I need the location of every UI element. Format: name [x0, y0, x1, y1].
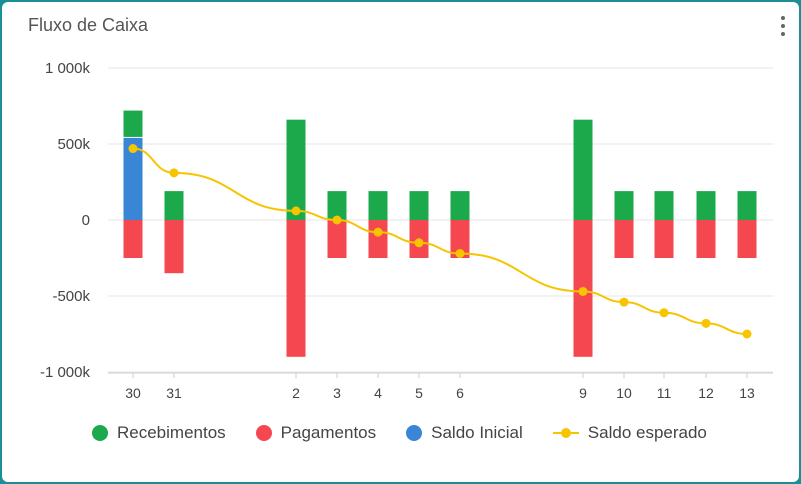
bar-recebimentos [286, 119, 306, 220]
x-tick-label: 9 [579, 385, 587, 401]
bar-recebimentos [409, 191, 429, 220]
saldo-esperado-point [373, 227, 383, 237]
bar-saldo-inicial [123, 137, 143, 220]
x-tick-label: 10 [616, 385, 632, 401]
saldo-esperado-point [169, 168, 179, 178]
saldo-esperado-point [742, 329, 752, 339]
legend-item-pagamentos[interactable]: Pagamentos [255, 423, 377, 443]
legend-label: Pagamentos [280, 423, 377, 442]
menu-dot [781, 16, 785, 20]
x-tick-label: 5 [415, 385, 423, 401]
legend-item-recebimentos[interactable]: Recebimentos [92, 423, 226, 443]
legend-item-saldo-esperado[interactable]: Saldo esperado [552, 423, 707, 443]
legend-label: Saldo Inicial [431, 423, 523, 442]
saldo-esperado-point [332, 215, 342, 225]
bar-recebimentos [450, 191, 470, 220]
bar-recebimentos [614, 191, 634, 220]
bar-pagamentos [737, 220, 757, 258]
menu-dot [781, 32, 785, 36]
legend-swatch-saldo-inicial [406, 425, 423, 441]
legend-swatch-pagamentos [255, 425, 272, 441]
x-tick-label: 2 [292, 385, 300, 401]
saldo-esperado-point [578, 286, 588, 296]
x-tick-label: 4 [374, 385, 382, 401]
bar-pagamentos [654, 220, 674, 258]
legend-swatch-saldo-esperado [552, 425, 579, 441]
saldo-esperado-point [414, 238, 424, 248]
bar-pagamentos [164, 220, 184, 274]
legend-swatch-recebimentos [92, 425, 108, 441]
x-tick-label: 30 [125, 385, 141, 401]
menu-dot [781, 24, 785, 28]
bar-recebimentos [573, 119, 593, 220]
legend-label: Saldo esperado [587, 423, 707, 442]
y-tick-label: 500k [57, 136, 90, 153]
bar-pagamentos [450, 220, 470, 258]
x-tick-label: 13 [739, 385, 755, 401]
y-tick-label: -500k [52, 288, 90, 305]
saldo-esperado-point [291, 206, 301, 216]
x-tick-label: 11 [657, 385, 672, 401]
bar-pagamentos [327, 220, 347, 258]
saldo-esperado-point [659, 308, 669, 318]
bar-pagamentos [368, 220, 388, 258]
bar-pagamentos [286, 220, 306, 357]
y-tick-label: 1 000k [45, 60, 91, 77]
x-tick-label: 12 [698, 385, 714, 401]
saldo-esperado-point [619, 297, 629, 307]
bar-recebimentos [368, 191, 388, 220]
legend-label: Recebimentos [117, 423, 226, 442]
x-tick-label: 31 [166, 385, 182, 401]
bar-pagamentos [123, 220, 143, 258]
x-tick-label: 3 [333, 385, 341, 401]
bar-recebimentos [696, 191, 716, 220]
bar-recebimentos [737, 191, 757, 220]
legend-item-saldo-inicial[interactable]: Saldo Inicial [406, 423, 523, 443]
y-tick-label: -1 000k [40, 364, 91, 381]
x-tick-label: 6 [456, 385, 464, 401]
bar-recebimentos [654, 191, 674, 220]
chart-legend: Recebimentos Pagamentos Saldo Inicial Sa… [92, 423, 707, 443]
bar-pagamentos [696, 220, 716, 258]
bar-recebimentos [123, 110, 143, 137]
bar-recebimentos [164, 191, 184, 220]
saldo-esperado-point [128, 144, 138, 154]
more-options-icon[interactable] [779, 16, 787, 36]
saldo-esperado-point [701, 318, 711, 328]
bar-recebimentos [327, 191, 347, 220]
card-title: Fluxo de Caixa [28, 15, 149, 35]
saldo-esperado-point [455, 248, 465, 258]
bar-pagamentos [614, 220, 634, 258]
y-tick-label: 0 [82, 212, 90, 229]
